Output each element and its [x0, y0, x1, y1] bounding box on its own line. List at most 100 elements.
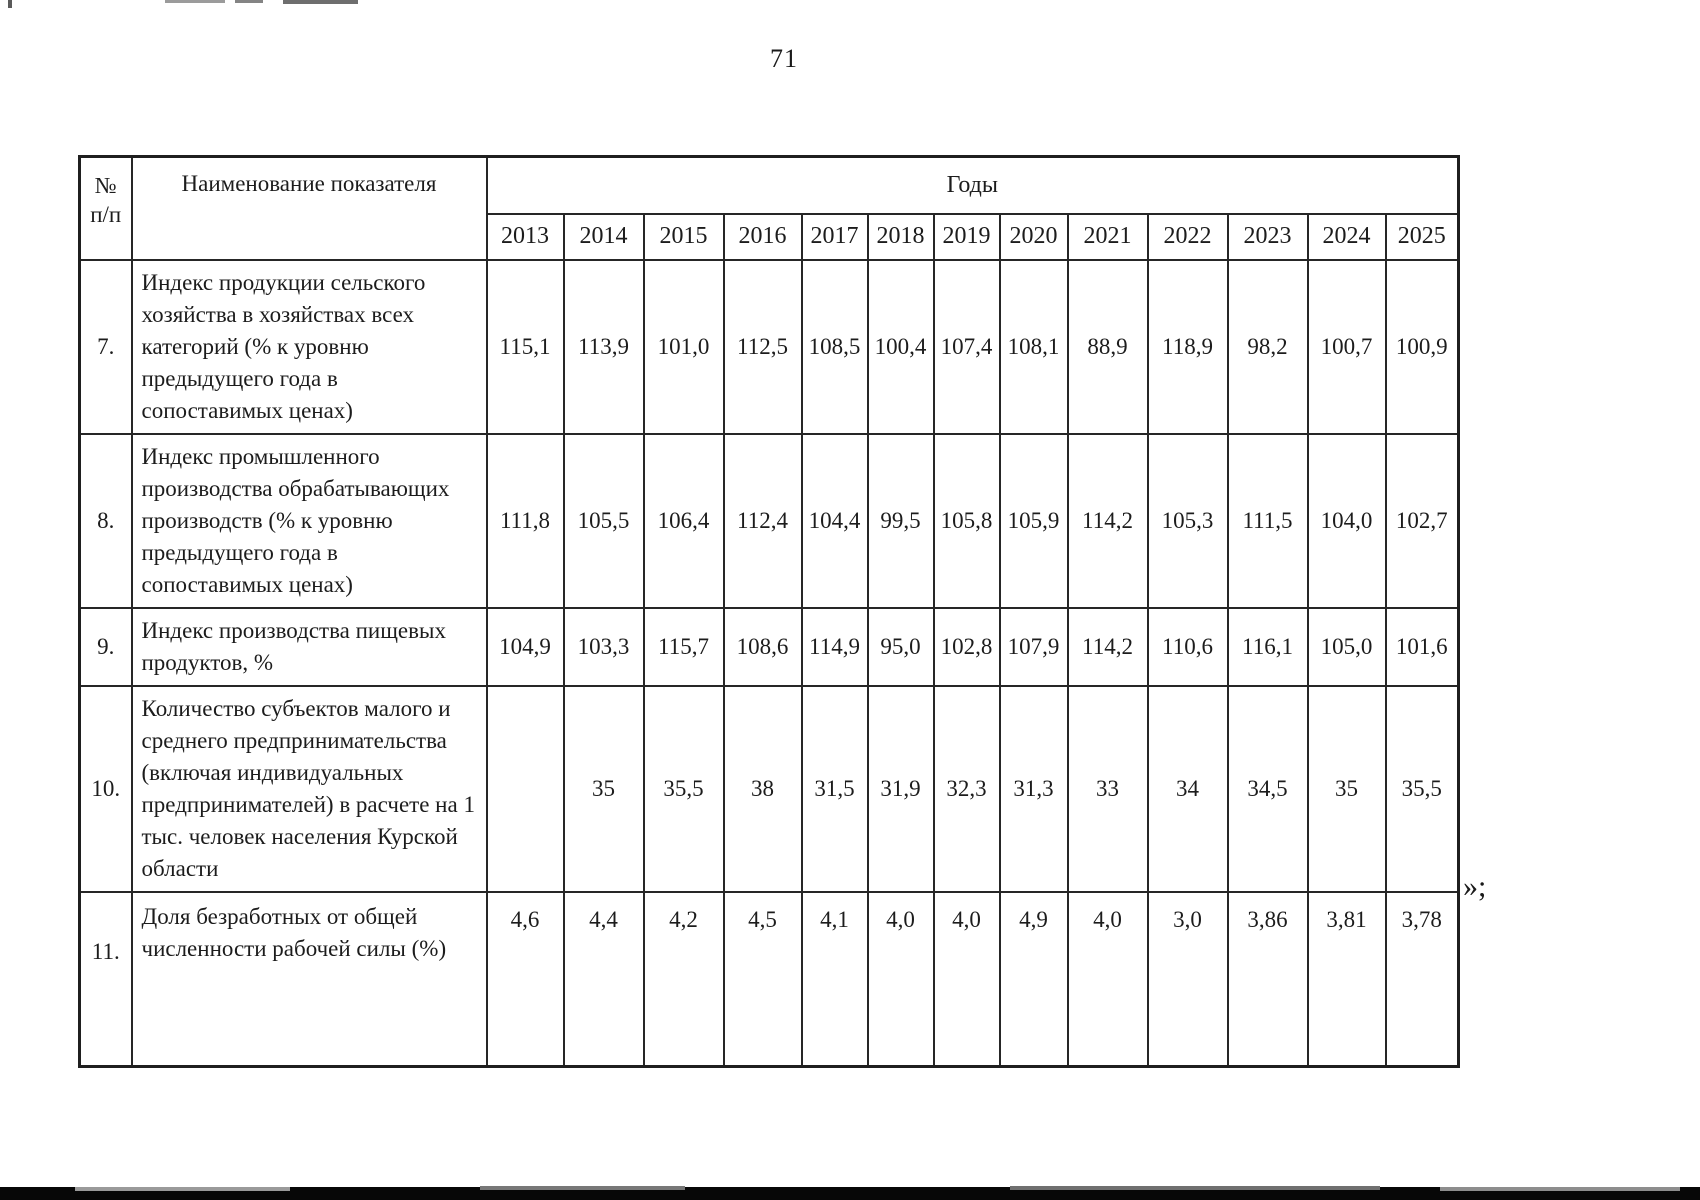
row-number: 9.: [78, 606, 133, 687]
value-cell: 103,3: [562, 606, 645, 687]
value-cell: 3,81: [1306, 890, 1387, 1068]
header-num-line1: №: [94, 173, 117, 198]
value-cell: 4,4: [562, 890, 645, 1068]
value-cell: 104,0: [1306, 432, 1387, 609]
value-cell: 101,0: [642, 258, 725, 435]
scan-artifact: [75, 1187, 290, 1191]
value-cell: [485, 684, 565, 893]
scan-artifact: [1010, 1186, 1380, 1190]
indicator-name: Индекс производства пищевых продуктов, %: [130, 606, 488, 687]
scan-artifact: [8, 0, 12, 8]
table-row: 9. Индекс производства пищевых продуктов…: [78, 606, 1460, 687]
value-cell: 113,9: [562, 258, 645, 435]
header-year: 2019: [932, 212, 1001, 261]
header-year: 2017: [800, 212, 869, 261]
value-cell: 88,9: [1066, 258, 1149, 435]
value-cell: 35: [562, 684, 645, 893]
indicators-table: № п/п Наименование показателя Годы 2013 …: [78, 155, 1461, 1068]
row-number: 8.: [78, 432, 133, 609]
value-cell: 107,4: [932, 258, 1001, 435]
value-cell: 104,9: [485, 606, 565, 687]
value-cell: 110,6: [1146, 606, 1229, 687]
value-cell: 33: [1066, 684, 1149, 893]
header-year: 2022: [1146, 212, 1229, 261]
value-cell: 115,7: [642, 606, 725, 687]
table-header-row-years: 2013 2014 2015 2016 2017 2018 2019 2020 …: [80, 212, 1460, 261]
indicator-name: Индекс продукции сельского хозяйства в х…: [130, 258, 488, 435]
value-cell: 4,0: [1066, 890, 1149, 1068]
value-cell: 4,0: [866, 890, 935, 1068]
header-year: 2016: [722, 212, 803, 261]
value-cell: 112,5: [722, 258, 803, 435]
value-cell: 105,3: [1146, 432, 1229, 609]
value-cell: 104,4: [800, 432, 869, 609]
value-cell: 4,5: [722, 890, 803, 1068]
table-row: 8. Индекс промышленного производства обр…: [78, 432, 1460, 609]
value-cell: 116,1: [1226, 606, 1309, 687]
value-cell: 105,5: [562, 432, 645, 609]
page-number: 71: [770, 44, 798, 73]
value-cell: 106,4: [642, 432, 725, 609]
value-cell: 114,2: [1066, 432, 1149, 609]
table-row: 7. Индекс продукции сельского хозяйства …: [78, 258, 1460, 435]
value-cell: 105,9: [998, 432, 1069, 609]
header-year: 2020: [998, 212, 1069, 261]
value-cell: 3,78: [1384, 890, 1460, 1068]
closing-quote-mark: »;: [1463, 870, 1487, 903]
header-year: 2014: [562, 212, 645, 261]
value-cell: 31,5: [800, 684, 869, 893]
indicator-name: Индекс промышленного производства обраба…: [130, 432, 488, 609]
value-cell: 95,0: [866, 606, 935, 687]
header-indicator-name: Наименование показателя: [130, 155, 488, 261]
table-header-row-top: № п/п Наименование показателя Годы: [78, 155, 1460, 261]
value-cell: 118,9: [1146, 258, 1229, 435]
value-cell: 38: [722, 684, 803, 893]
value-cell: 105,8: [932, 432, 1001, 609]
indicator-name: Доля безработных от общей численности ра…: [130, 890, 488, 1068]
value-cell: 35: [1306, 684, 1387, 893]
value-cell: 100,9: [1384, 258, 1460, 435]
scan-artifact: [480, 1186, 685, 1190]
scan-artifact: [283, 0, 358, 4]
value-cell: 101,6: [1384, 606, 1460, 687]
value-cell: 32,3: [932, 684, 1001, 893]
value-cell: 4,1: [800, 890, 869, 1068]
value-cell: 115,1: [485, 258, 565, 435]
value-cell: 100,4: [866, 258, 935, 435]
value-cell: 3,86: [1226, 890, 1309, 1068]
table-row: 11. Доля безработных от общей численност…: [78, 890, 1460, 1068]
value-cell: 3,0: [1146, 890, 1229, 1068]
header-year: 2015: [642, 212, 725, 261]
header-year: 2024: [1306, 212, 1387, 261]
value-cell: 34: [1146, 684, 1229, 893]
scan-artifact: [235, 0, 263, 3]
value-cell: 31,9: [866, 684, 935, 893]
value-cell: 100,7: [1306, 258, 1387, 435]
scan-artifact: [1440, 1187, 1680, 1191]
value-cell: 35,5: [642, 684, 725, 893]
value-cell: 114,9: [800, 606, 869, 687]
value-cell: 111,8: [485, 432, 565, 609]
indicator-name: Количество субъектов малого и среднего п…: [130, 684, 488, 893]
value-cell: 4,9: [998, 890, 1069, 1068]
value-cell: 112,4: [722, 432, 803, 609]
value-cell: 105,0: [1306, 606, 1387, 687]
header-row-number: № п/п: [78, 155, 133, 261]
header-year: 2025: [1384, 212, 1460, 261]
value-cell: 102,7: [1384, 432, 1460, 609]
value-cell: 108,1: [998, 258, 1069, 435]
value-cell: 108,5: [800, 258, 869, 435]
scan-artifact: [165, 0, 225, 3]
value-cell: 114,2: [1066, 606, 1149, 687]
value-cell: 102,8: [932, 606, 1001, 687]
value-cell: 111,5: [1226, 432, 1309, 609]
header-years-group: Годы: [485, 155, 1460, 215]
value-cell: 4,0: [932, 890, 1001, 1068]
value-cell: 99,5: [866, 432, 935, 609]
table-row: 10. Количество субъектов малого и средне…: [78, 684, 1460, 893]
header-year: 2023: [1226, 212, 1309, 261]
row-number: 7.: [78, 258, 133, 435]
scan-artifact-bottom-bar: [0, 1187, 1700, 1200]
row-number: 10.: [78, 684, 133, 893]
value-cell: 34,5: [1226, 684, 1309, 893]
